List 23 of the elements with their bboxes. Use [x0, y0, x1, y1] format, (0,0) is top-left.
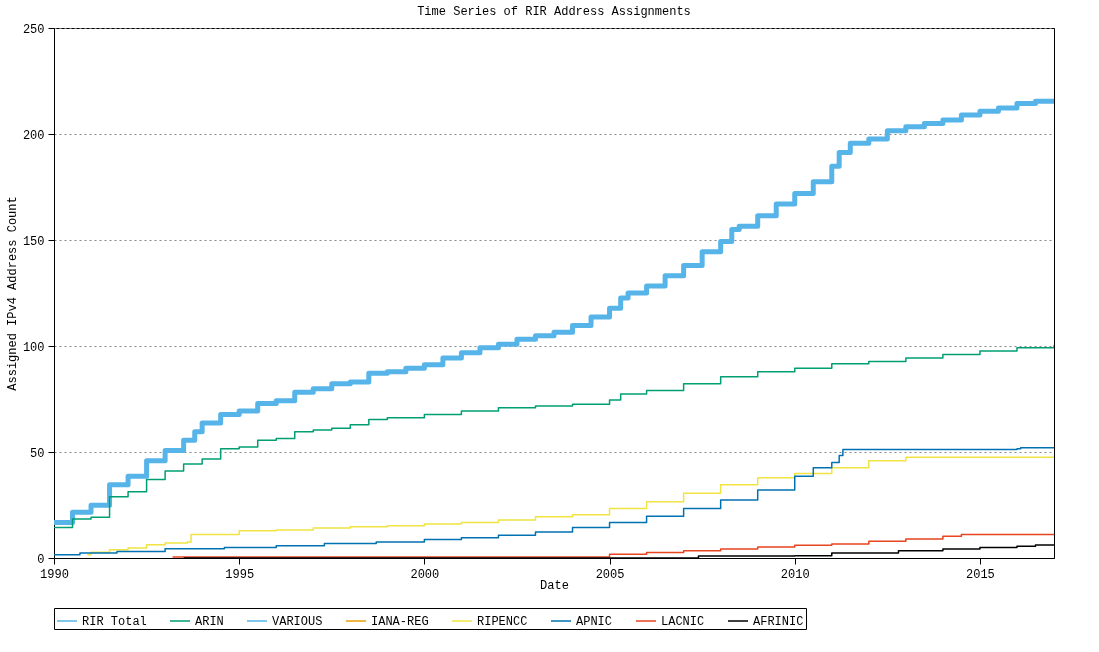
y-axis-title: Assigned IPv4 Address Count	[5, 196, 20, 391]
x-tick-label: 2005	[595, 567, 625, 582]
chart-title: Time Series of RIR Address Assignments	[417, 5, 691, 19]
y-tick-label: 0	[37, 552, 45, 567]
x-tick-label: 1990	[40, 567, 69, 582]
y-tick-label: 50	[30, 446, 45, 461]
x-axis-title: Date	[540, 578, 569, 593]
x-tick-label: 2010	[780, 567, 810, 582]
y-tick-label: 200	[22, 128, 45, 143]
legend-label: ARIN	[195, 615, 224, 629]
y-tick-label: 250	[22, 22, 45, 37]
x-tick-label: 1995	[225, 567, 255, 582]
legend-label: VARIOUS	[272, 615, 323, 629]
legend-label: IANA-REG	[371, 615, 429, 629]
legend-label: AFRINIC	[753, 615, 804, 629]
legend-label: RIPENCC	[477, 615, 528, 629]
legend-label: LACNIC	[661, 615, 705, 629]
legend-label: RIR Total	[82, 615, 147, 629]
legend-label: APNIC	[576, 615, 613, 629]
x-tick-label: 2015	[966, 567, 995, 582]
x-tick-label: 2000	[410, 567, 440, 582]
y-tick-label: 100	[22, 340, 45, 355]
y-tick-label: 150	[22, 234, 45, 249]
